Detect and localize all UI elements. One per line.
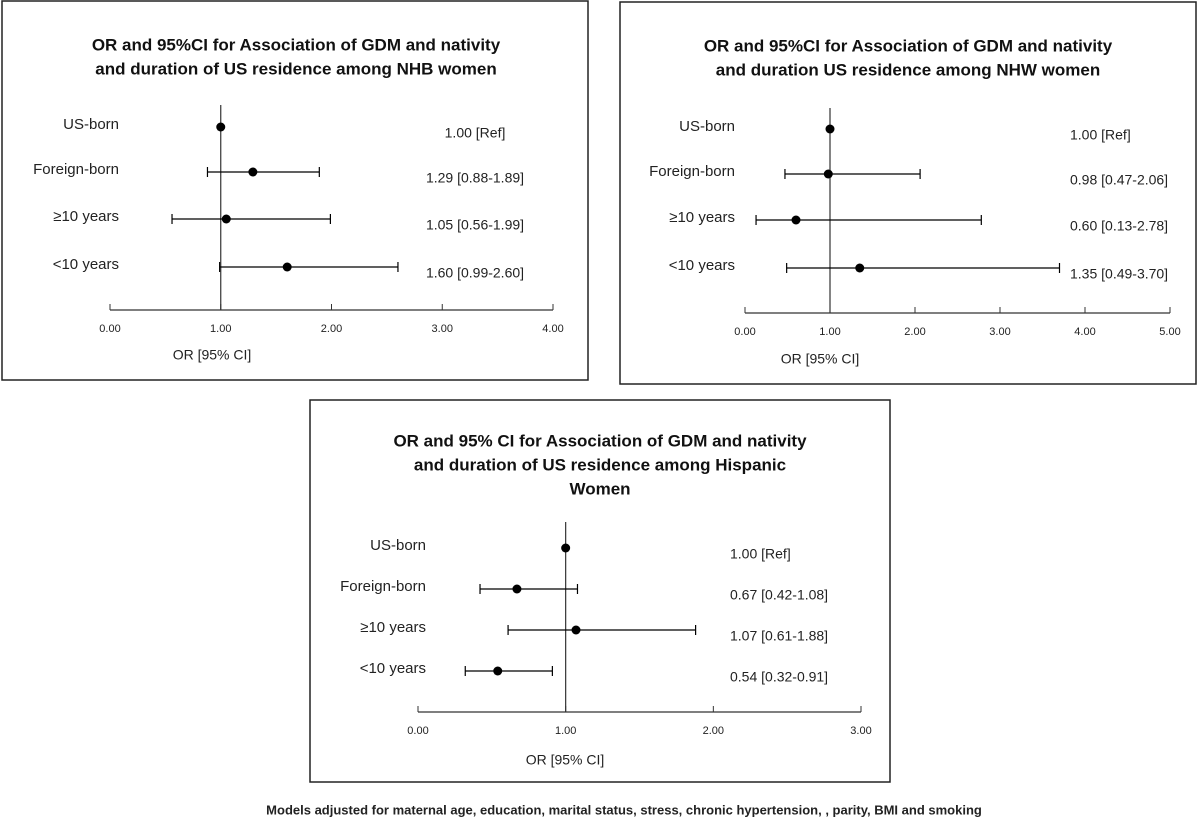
chart-title: Women bbox=[569, 479, 630, 498]
category-label: Foreign-born bbox=[33, 161, 119, 178]
value-label: 1.07 [0.61-1.88] bbox=[730, 628, 828, 644]
category-label: <10 years bbox=[669, 257, 735, 274]
point-estimate bbox=[855, 263, 865, 273]
category-label: <10 years bbox=[53, 256, 119, 273]
value-label: 0.67 [0.42-1.08] bbox=[730, 587, 828, 603]
point-estimate bbox=[216, 122, 226, 132]
category-label: US-born bbox=[679, 118, 735, 135]
x-tick-label: 4.00 bbox=[542, 323, 563, 335]
point-estimate bbox=[282, 262, 292, 272]
chart-title: and duration of US residence among Hispa… bbox=[414, 455, 786, 474]
x-tick-label: 5.00 bbox=[1159, 326, 1180, 338]
value-label: 0.98 [0.47-2.06] bbox=[1070, 172, 1168, 188]
panel-frame bbox=[309, 399, 891, 783]
x-tick-label: 2.00 bbox=[321, 323, 342, 335]
x-tick-label: 2.00 bbox=[904, 326, 925, 338]
category-label: Foreign-born bbox=[340, 578, 426, 595]
point-estimate bbox=[248, 167, 258, 177]
x-tick-label: 0.00 bbox=[99, 323, 120, 335]
chart-title: and duration of US residence among NHB w… bbox=[95, 59, 496, 78]
x-tick-label: 0.00 bbox=[734, 326, 755, 338]
x-axis-label: OR [95% CI] bbox=[526, 752, 605, 768]
x-tick-label: 3.00 bbox=[850, 725, 871, 737]
value-label: 1.29 [0.88-1.89] bbox=[426, 170, 524, 186]
x-tick-label: 1.00 bbox=[210, 323, 231, 335]
x-tick-label: 1.00 bbox=[819, 326, 840, 338]
chart-title: and duration US residence among NHW wome… bbox=[716, 60, 1100, 79]
category-label: Foreign-born bbox=[649, 163, 735, 180]
category-label: <10 years bbox=[360, 660, 426, 677]
value-label: 1.05 [0.56-1.99] bbox=[426, 217, 524, 233]
value-label: 1.60 [0.99-2.60] bbox=[426, 265, 524, 281]
point-estimate bbox=[561, 543, 571, 553]
value-label: 1.35 [0.49-3.70] bbox=[1070, 266, 1168, 282]
x-tick-label: 2.00 bbox=[703, 725, 724, 737]
footnote: Models adjusted for maternal age, educat… bbox=[266, 802, 982, 817]
point-estimate bbox=[791, 215, 801, 225]
point-estimate bbox=[221, 214, 231, 224]
category-label: US-born bbox=[370, 537, 426, 554]
value-label: 1.00 [Ref] bbox=[730, 546, 791, 562]
x-tick-label: 3.00 bbox=[989, 326, 1010, 338]
point-estimate bbox=[512, 584, 522, 594]
chart-title: OR and 95% CI for Association of GDM and… bbox=[393, 431, 807, 450]
chart-title: OR and 95%CI for Association of GDM and … bbox=[704, 36, 1113, 55]
point-estimate bbox=[493, 666, 503, 676]
x-tick-label: 3.00 bbox=[432, 323, 453, 335]
x-tick-label: 0.00 bbox=[407, 725, 428, 737]
point-estimate bbox=[825, 124, 835, 134]
category-label: ≥10 years bbox=[669, 209, 735, 226]
x-tick-label: 1.00 bbox=[555, 725, 576, 737]
x-axis-label: OR [95% CI] bbox=[781, 351, 860, 367]
chart-title: OR and 95%CI for Association of GDM and … bbox=[92, 35, 501, 54]
category-label: ≥10 years bbox=[53, 208, 119, 225]
category-label: ≥10 years bbox=[360, 619, 426, 636]
value-label: 0.60 [0.13-2.78] bbox=[1070, 218, 1168, 234]
panel-frame bbox=[1, 0, 589, 381]
value-label: 1.00 [Ref] bbox=[1070, 127, 1131, 143]
panel-frame bbox=[619, 1, 1197, 385]
category-label: US-born bbox=[63, 116, 119, 133]
x-tick-label: 4.00 bbox=[1074, 326, 1095, 338]
x-axis-label: OR [95% CI] bbox=[173, 347, 252, 363]
value-label: 0.54 [0.32-0.91] bbox=[730, 669, 828, 685]
value-label: 1.00 [Ref] bbox=[445, 125, 506, 141]
point-estimate bbox=[823, 169, 833, 179]
point-estimate bbox=[571, 625, 581, 635]
